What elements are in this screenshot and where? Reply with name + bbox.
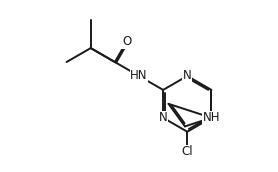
Text: O: O <box>122 35 131 48</box>
Text: NH: NH <box>203 111 220 124</box>
Text: HN: HN <box>130 69 148 82</box>
Text: Cl: Cl <box>182 145 193 158</box>
Text: N: N <box>159 111 168 124</box>
Text: N: N <box>183 69 192 82</box>
